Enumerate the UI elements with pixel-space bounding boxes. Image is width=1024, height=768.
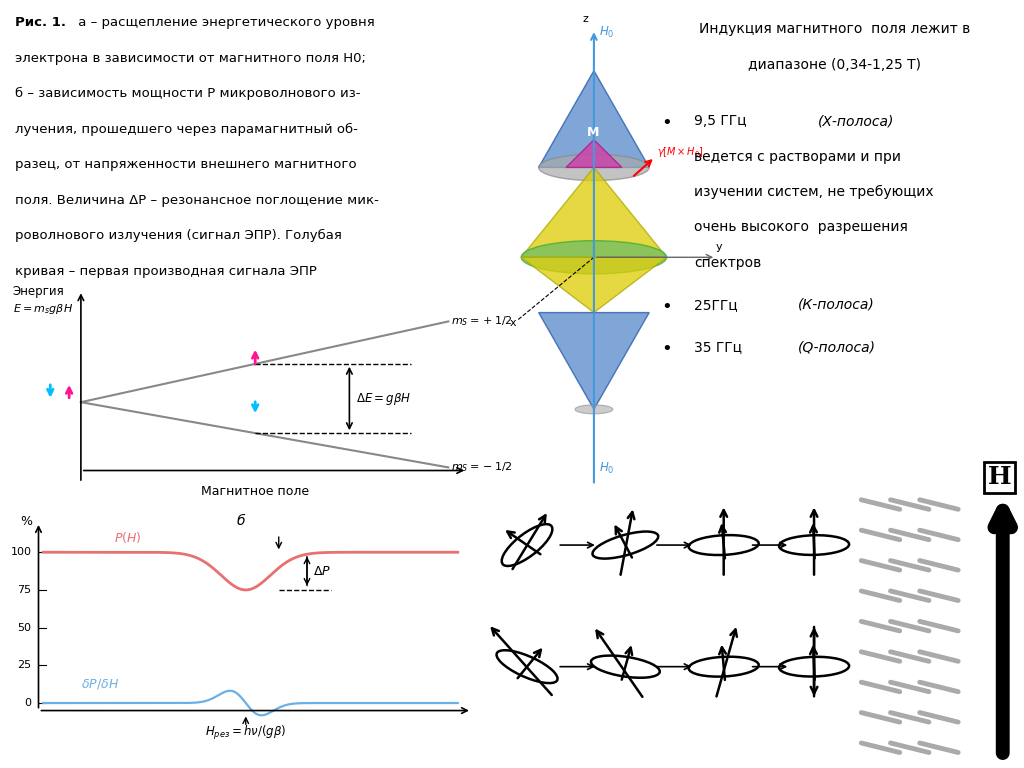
Text: диапазоне (0,34-1,25 Т): диапазоне (0,34-1,25 Т) [749,58,921,71]
Text: $\delta P/\delta H$: $\delta P/\delta H$ [81,677,119,691]
Text: $m_S=-1/2$: $m_S=-1/2$ [451,461,512,475]
Polygon shape [521,167,667,257]
Text: 75: 75 [17,585,32,595]
Text: а – расщепление энергетического уровня: а – расщепление энергетического уровня [74,16,375,29]
Text: роволнового излучения (сигнал ЭПР). Голубая: роволнового излучения (сигнал ЭПР). Голу… [15,230,342,243]
Text: 35 ГГц: 35 ГГц [694,340,752,354]
Text: $m_S=+1/2$: $m_S=+1/2$ [451,315,512,329]
Text: $\gamma[M\times H_0]$: $\gamma[M\times H_0]$ [656,145,703,159]
Text: б: б [237,514,246,528]
Text: $E = m_s g\beta H$: $E = m_s g\beta H$ [12,302,73,316]
Text: %: % [20,515,33,528]
Text: $H_0$: $H_0$ [599,461,614,475]
Text: $\Delta E = g\beta H$: $\Delta E = g\beta H$ [356,390,412,406]
Text: 100: 100 [10,548,32,558]
Text: H: H [988,465,1012,489]
Polygon shape [539,313,649,409]
Ellipse shape [575,405,612,414]
Text: x: x [510,319,516,329]
Text: •: • [662,298,672,316]
Polygon shape [566,140,622,167]
Text: •: • [662,114,672,132]
Polygon shape [521,257,667,313]
Text: z: z [583,15,588,25]
Text: очень высокого  разрешения: очень высокого разрешения [694,220,908,234]
Text: (Х-полоса): (Х-полоса) [818,114,894,128]
Text: ведется с растворами и при: ведется с растворами и при [694,150,901,164]
Text: изучении систем, не требующих: изучении систем, не требующих [694,185,934,199]
Text: $H_0$: $H_0$ [599,25,614,40]
Text: 9,5 ГГц: 9,5 ГГц [694,114,756,128]
Text: Магнитное поле: Магнитное поле [201,485,309,498]
Text: поля. Величина ΔP – резонансное поглощение мик-: поля. Величина ΔP – резонансное поглощен… [15,194,379,207]
Text: 25ГГц: 25ГГц [694,298,752,312]
Text: разец, от напряженности внешнего магнитного: разец, от напряженности внешнего магнитн… [15,158,356,171]
Ellipse shape [521,240,667,274]
Text: M: M [587,126,599,139]
Text: лучения, прошедшего через парамагнитный об-: лучения, прошедшего через парамагнитный … [15,123,357,136]
Text: •: • [662,340,672,359]
Text: $P(H)$: $P(H)$ [114,530,141,545]
Text: $H_{рез}= h\nu/(g\beta)$: $H_{рез}= h\nu/(g\beta)$ [205,724,287,743]
Text: спектров: спектров [694,256,762,270]
Text: 0: 0 [25,698,32,708]
Text: y: y [716,243,723,253]
Text: Индукция магнитного  поля лежит в: Индукция магнитного поля лежит в [699,22,970,36]
Text: (Q-полоса): (Q-полоса) [798,340,876,354]
Text: 25: 25 [17,660,32,670]
Text: кривая – первая производная сигнала ЭПР: кривая – первая производная сигнала ЭПР [15,265,316,278]
Text: электрона в зависимости от магнитного поля H0;: электрона в зависимости от магнитного по… [15,51,366,65]
Text: 50: 50 [17,623,32,633]
Text: $\Delta P$: $\Delta P$ [312,564,331,578]
Text: б – зависимость мощности P микроволнового из-: б – зависимость мощности P микроволновог… [15,88,360,101]
Text: Энергия: Энергия [12,286,65,299]
Ellipse shape [539,154,649,180]
Polygon shape [539,71,649,167]
Text: (К-полоса): (К-полоса) [798,298,874,312]
Text: Рис. 1.: Рис. 1. [15,16,66,29]
